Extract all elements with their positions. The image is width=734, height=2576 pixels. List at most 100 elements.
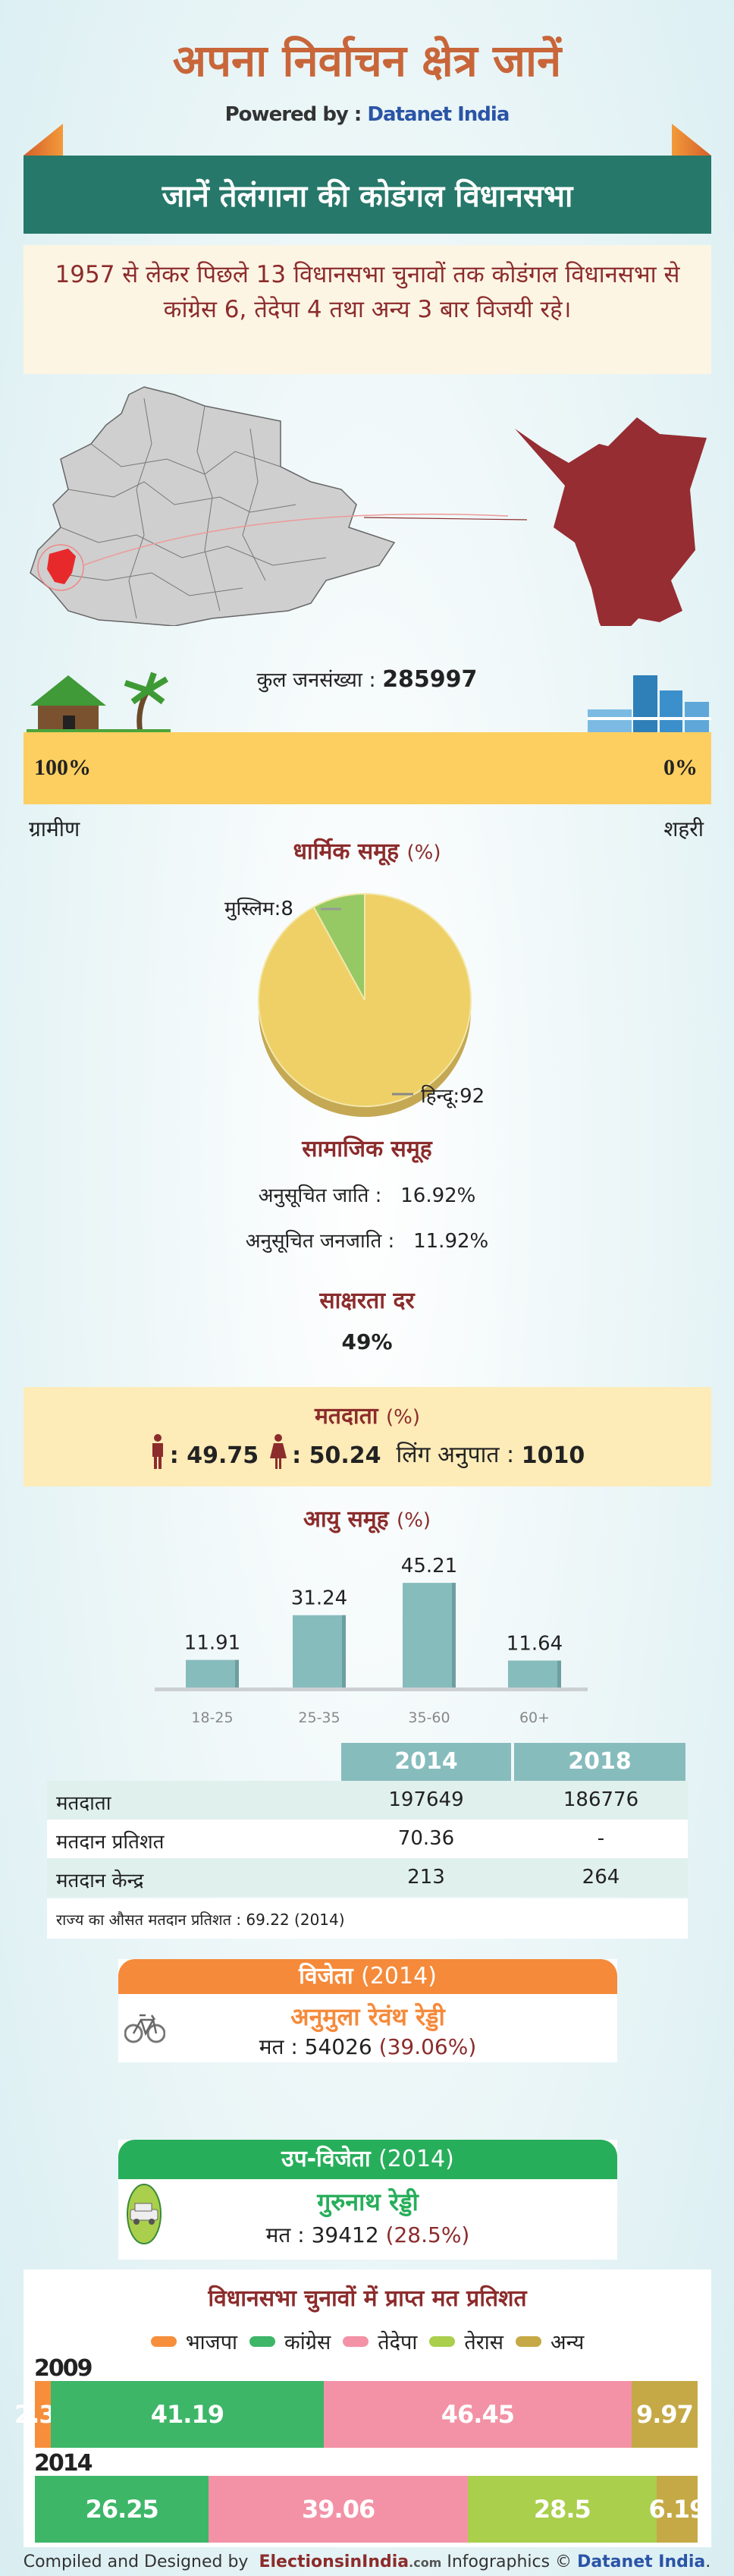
bar-side [235, 1659, 239, 1687]
electionsinindia-logo: ElectionsinIndia [259, 2552, 409, 2571]
bar-60+ [508, 1660, 561, 1687]
bar-35-60 [403, 1583, 456, 1687]
bar-value-label: 45.21 [401, 1555, 457, 1577]
runner-up-header: उप-विजेता (2014) [118, 2140, 617, 2179]
summary-text: 1957 से लेकर पिछले 13 विधानसभा चुनावों त… [24, 245, 711, 374]
rural-percent: 100% [34, 755, 91, 780]
runner-up-votes-pct: (28.5%) [385, 2222, 470, 2247]
highlighted-constituency [47, 549, 76, 584]
bar-side [557, 1660, 561, 1687]
buildings-icon [588, 675, 711, 732]
legend-label: तेरास [464, 2331, 504, 2354]
page-title: अपना निर्वाचन क्षेत्र जानें [172, 35, 562, 86]
female-percent: : 50.24 [292, 1442, 381, 1469]
bicycle-icon [124, 2014, 165, 2043]
age-title-text: आयु समूह [303, 1506, 389, 1533]
segment-2009: 9.97 [631, 2381, 698, 2448]
voter-stats-table: 2014 2018 मतदाता 197649 186776 मतदान प्रतिश… [47, 1743, 688, 1939]
year-label: 2014 [34, 2450, 93, 2477]
footer-prefix: Compiled and Designed by [23, 2552, 249, 2571]
religion-unit: (%) [406, 841, 441, 864]
x-tick-label: 25-35 [298, 1709, 340, 1726]
runner-up-name: गुरुनाथ रेड्डी [317, 2188, 419, 2216]
table-row: मतदान प्रतिशत 70.36 - [47, 1820, 688, 1858]
literacy-value: 49% [341, 1329, 393, 1354]
sc-label: अनुसूचित जाति : [258, 1184, 382, 1207]
bar-value-label: 11.64 [507, 1632, 563, 1655]
winner-votes-pct: (39.06%) [378, 2034, 477, 2059]
population-label: कुल जनसंख्या : [256, 668, 376, 692]
winner-card: विजेता (2014) अनुमुला रेवंथ रेड्डी मत : … [118, 1959, 617, 2062]
voters-title-text: मतदाता [314, 1403, 378, 1430]
pie-label-muslim: मुस्लिम:8 [224, 898, 293, 920]
winner-year: (2014) [361, 1963, 437, 1989]
runner-up-votes: मत : 39412 (28.5%) [118, 2220, 617, 2249]
hut-icon [27, 672, 171, 734]
runner-up-title: उप-विजेता [281, 2146, 371, 2172]
segment-2014: 6.19 [648, 2476, 706, 2543]
state-map [30, 386, 707, 626]
datanet-logo: Datanet India [367, 103, 510, 126]
voters-unit: (%) [386, 1406, 421, 1429]
table-cell: - [597, 1827, 605, 1850]
runner-up-votes-count: मत : 39412 [265, 2222, 379, 2247]
male-percent: : 49.75 [169, 1442, 259, 1469]
powered-prefix: Powered by : [224, 103, 362, 126]
st-row: अनुसूचित जनजाति : 11.92% [0, 1226, 734, 1253]
legend: भाजपा कांग्रेस तेदेपा तेरास अन्य [24, 2327, 711, 2355]
x-tick-label: 60+ [519, 1709, 550, 1726]
x-tick-label: 18-25 [191, 1709, 233, 1726]
urban-percent: 0% [663, 755, 698, 780]
winner-name: अनुमुला रेवंथ रेड्डी [290, 2002, 445, 2031]
voters-box: मतदाता (%) : 49.75 : 50.24 लिंग अनुपात :… [24, 1387, 711, 1486]
table-cell: 197649 [388, 1788, 464, 1811]
powered-by: Powered by : Datanet India [0, 103, 734, 126]
bar-side [342, 1615, 346, 1687]
sc-row: अनुसूचित जाति : 16.92% [0, 1181, 734, 1208]
footer: Compiled and Designed by ElectionsinIndi… [0, 2552, 734, 2571]
age-bar-chart: 11.91 18-25 31.24 25-35 45.21 35-60 11.64 60+ [155, 1555, 588, 1726]
electionsinindia-suffix: .com [409, 2556, 442, 2570]
sex-ratio-value: 1010 [521, 1442, 585, 1469]
footer-end: . [705, 2552, 711, 2571]
datanet-footer-logo: Datanet India [577, 2552, 706, 2571]
bar-18-25 [186, 1659, 239, 1687]
col-header-2018: 2018 [514, 1743, 685, 1781]
row-label: मतदान केन्द्र [56, 1870, 144, 1892]
bar-side [452, 1583, 456, 1687]
col-header-2014: 2014 [341, 1743, 511, 1781]
population-value: 285997 [382, 666, 478, 693]
legend-item: अन्य [516, 2327, 584, 2355]
bar-25-35 [293, 1615, 346, 1687]
x-tick-label: 35-60 [408, 1709, 450, 1726]
urban-label: शहरी [663, 816, 704, 841]
rural-label: ग्रामीण [29, 816, 80, 841]
table-row: मतदाता 197649 186776 [47, 1781, 688, 1820]
runner-up-year: (2014) [378, 2146, 454, 2172]
constituency-map [515, 417, 707, 626]
female-icon [270, 1434, 287, 1469]
religion-title-text: धार्मिक समूह [293, 838, 400, 865]
bar-value-label: 11.91 [184, 1632, 240, 1655]
pie-label-hindu: हिन्दू:92 [421, 1085, 485, 1108]
literacy-title: साक्षरता दर [319, 1288, 415, 1314]
age-unit: (%) [397, 1509, 431, 1532]
winner-header: विजेता (2014) [118, 1959, 617, 1994]
table-cell: 70.36 [397, 1827, 455, 1850]
segment-2014: 28.5 [467, 2476, 657, 2543]
legend-label: कांग्रेस [284, 2331, 331, 2354]
table-cell: 213 [407, 1866, 445, 1889]
segment-2009: 46.45 [323, 2381, 632, 2448]
table-note-row: राज्य का औसत मतदान प्रतिशत : 69.22 (2014… [47, 1898, 688, 1939]
pie-slice [312, 892, 365, 1001]
legend-label: भाजपा [185, 2331, 238, 2354]
legend-item: भाजपा [150, 2327, 238, 2355]
segment-2014: 39.06 [209, 2476, 468, 2543]
st-value: 11.92% [413, 1230, 489, 1253]
table-cell: 264 [582, 1866, 620, 1889]
avg-turnout-note: राज्य का औसत मतदान प्रतिशत : 69.22 (2014… [56, 1911, 345, 1929]
st-label: अनुसूचित जनजाति : [245, 1230, 395, 1253]
religion-title: धार्मिक समूह (%) [0, 835, 734, 866]
legend-item: तेदेपा [343, 2327, 417, 2355]
male-icon [152, 1434, 163, 1469]
